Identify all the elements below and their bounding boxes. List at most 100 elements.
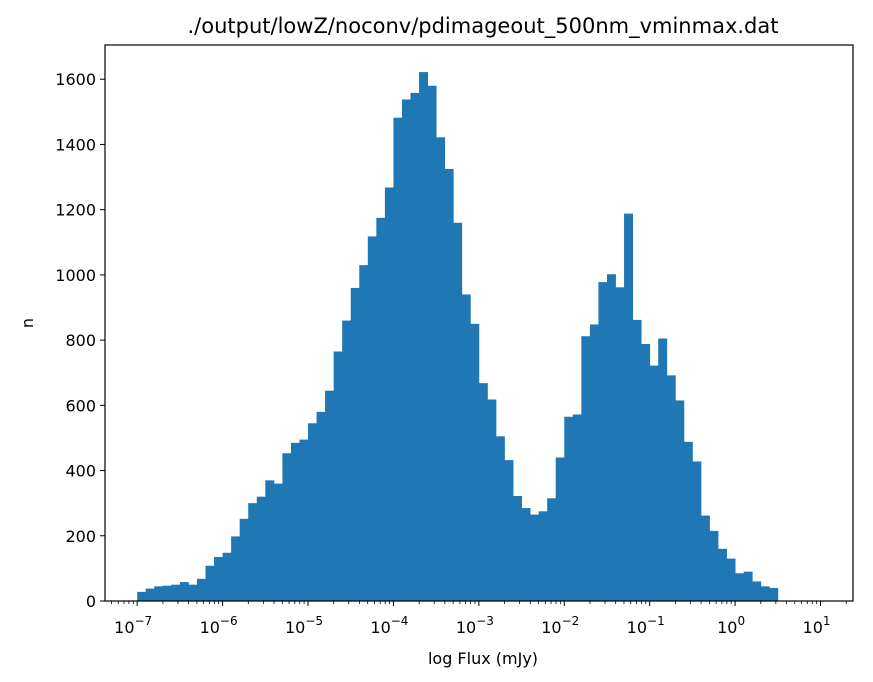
- x-tick-label: 10−5: [285, 614, 323, 637]
- histogram-bar: [282, 453, 292, 601]
- histogram-bar: [470, 323, 480, 601]
- histogram-bar: [359, 265, 369, 601]
- histogram-bar: [658, 338, 668, 601]
- histogram-bar: [615, 287, 625, 601]
- histogram-bar: [145, 588, 155, 601]
- histogram-bar: [683, 441, 693, 601]
- histogram-bar: [188, 584, 198, 601]
- histogram-bars: [137, 72, 779, 602]
- histogram-bar: [564, 416, 574, 601]
- histogram-bar: [333, 351, 343, 601]
- histogram-bar: [308, 423, 317, 601]
- histogram-bar: [478, 383, 488, 601]
- histogram-bar: [726, 558, 736, 601]
- histogram-bar: [555, 457, 565, 601]
- y-tick-label: 1600: [55, 70, 96, 89]
- y-axis-label: n: [18, 318, 37, 328]
- x-axis-ticks: 10−7 10−6 10−5 10−4 10−3 10−2 10−1 100 101: [111, 601, 847, 637]
- histogram-bar: [444, 168, 454, 601]
- y-axis-ticks: 0 200 400 600 800 1000 1200 1400 1600: [55, 70, 105, 611]
- histogram-bar: [436, 137, 446, 601]
- histogram-bar: [760, 586, 770, 601]
- histogram-bar: [205, 565, 215, 601]
- x-tick-label: 101: [803, 614, 831, 637]
- histogram-bar: [641, 344, 651, 601]
- x-tick-label: 10−2: [541, 614, 579, 637]
- x-tick-label: 10−7: [114, 614, 152, 637]
- histogram-bar: [700, 515, 710, 601]
- histogram-bar: [350, 287, 360, 601]
- histogram-bar: [743, 571, 753, 601]
- histogram-bar: [461, 294, 471, 601]
- histogram-bar: [393, 117, 403, 601]
- histogram-bar: [666, 375, 676, 601]
- histogram-bar: [487, 399, 497, 601]
- histogram-bar: [256, 496, 266, 601]
- histogram-bar: [376, 217, 386, 602]
- histogram-bar: [299, 439, 309, 601]
- histogram-bar: [495, 436, 505, 601]
- histogram-bar: [325, 390, 335, 601]
- histogram-bar: [589, 324, 599, 601]
- y-tick-label: 1000: [55, 266, 96, 285]
- histogram-bar: [384, 187, 394, 602]
- histogram-bar: [547, 498, 557, 601]
- histogram-bar: [581, 336, 591, 601]
- histogram-bar: [735, 573, 745, 601]
- x-tick-label: 100: [717, 614, 745, 637]
- y-tick-label: 400: [65, 462, 96, 481]
- histogram-bar: [538, 511, 548, 601]
- histogram-bar: [239, 518, 249, 601]
- histogram-bar: [196, 578, 206, 601]
- x-tick-label: 10−3: [456, 614, 494, 637]
- histogram-bar: [410, 92, 420, 602]
- histogram-bar: [675, 400, 685, 601]
- histogram-bar: [419, 72, 429, 601]
- histogram-bar: [632, 319, 642, 601]
- histogram-bar: [649, 365, 659, 601]
- x-tick-label: 10−4: [370, 614, 408, 637]
- x-axis-label: log Flux (mJy): [428, 649, 538, 668]
- histogram-bar: [513, 495, 522, 601]
- histogram-bar: [222, 552, 232, 601]
- histogram-bar: [572, 414, 582, 601]
- histogram-bar: [530, 514, 540, 601]
- histogram-bar: [290, 442, 300, 601]
- chart-title: ./output/lowZ/noconv/pdimageout_500nm_vm…: [188, 14, 779, 39]
- histogram-bar: [171, 584, 181, 601]
- histogram-bar: [154, 586, 164, 601]
- y-tick-label: 200: [65, 527, 96, 546]
- histogram-bar: [162, 585, 172, 601]
- histogram-bar: [265, 480, 275, 601]
- histogram-bar: [521, 508, 531, 601]
- histogram-bar: [316, 411, 326, 601]
- histogram-bar: [248, 503, 258, 601]
- histogram-bar: [718, 548, 727, 601]
- y-tick-label: 0: [86, 592, 96, 611]
- x-tick-label: 10−6: [200, 614, 238, 637]
- y-tick-label: 1400: [55, 135, 96, 154]
- histogram-bar: [504, 460, 514, 601]
- x-tick-label: 10−1: [627, 614, 665, 637]
- histogram-bar: [598, 282, 608, 601]
- y-tick-label: 1200: [55, 201, 96, 220]
- histogram-bar: [624, 213, 634, 601]
- histogram-bar: [401, 99, 411, 601]
- histogram-bar: [709, 530, 719, 601]
- histogram-bar: [427, 85, 437, 602]
- histogram-bar: [214, 556, 223, 601]
- y-tick-label: 600: [65, 396, 96, 415]
- histogram-bar: [453, 222, 463, 601]
- histogram-bar: [752, 581, 762, 601]
- histogram-bar: [273, 483, 283, 601]
- histogram-bar: [179, 582, 189, 601]
- histogram-bar: [367, 236, 377, 601]
- histogram-bar: [231, 536, 241, 601]
- plot-frame: [104, 44, 854, 602]
- histogram-bar: [606, 274, 616, 601]
- y-tick-label: 800: [65, 331, 96, 350]
- histogram-bar: [692, 461, 702, 601]
- histogram-bar: [137, 591, 147, 601]
- histogram-bar: [342, 320, 352, 601]
